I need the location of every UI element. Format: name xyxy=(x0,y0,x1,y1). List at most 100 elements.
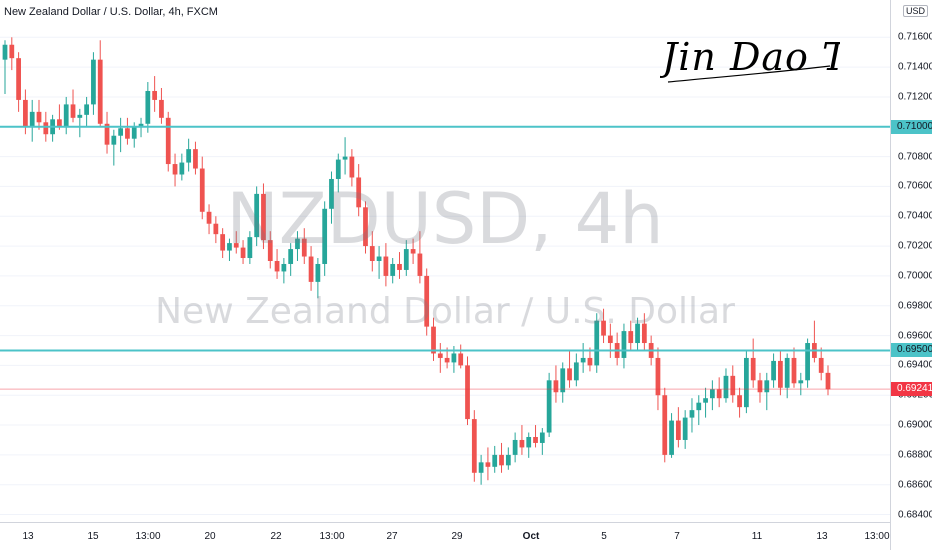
candle-body xyxy=(281,263,287,272)
candle xyxy=(675,407,681,448)
candle-body xyxy=(716,389,722,399)
candle xyxy=(512,432,518,463)
candle xyxy=(689,398,695,433)
candle-body xyxy=(743,357,749,408)
candle xyxy=(220,228,226,259)
candle-body xyxy=(342,156,348,160)
candle-body xyxy=(186,149,192,163)
signature-logo: Jin Dao Tai xyxy=(655,22,881,102)
candle xyxy=(778,350,783,396)
candle-body xyxy=(390,263,396,276)
candle xyxy=(84,96,90,127)
candle xyxy=(70,89,76,123)
candle-body xyxy=(329,178,334,209)
candle xyxy=(2,40,8,94)
candle xyxy=(104,111,110,154)
candle-body xyxy=(587,357,593,366)
price-tick-label: 0.70000 xyxy=(898,270,932,282)
candle-body xyxy=(172,164,178,175)
candle-body xyxy=(458,353,464,366)
candle xyxy=(818,347,824,381)
price-axis[interactable]: 0.71600 0.71400 0.71200 0.71000 0.70800 0.706… xyxy=(890,0,932,550)
candle-body xyxy=(213,223,219,235)
candle-body xyxy=(16,58,21,100)
candle xyxy=(798,372,804,396)
candle-body xyxy=(539,432,545,443)
candle-body xyxy=(444,357,450,363)
candle-body xyxy=(70,104,76,118)
candle xyxy=(669,413,674,458)
candle-body xyxy=(805,343,810,381)
candle-body xyxy=(778,360,783,388)
candle-body xyxy=(750,357,756,381)
candle-body xyxy=(247,237,253,259)
time-tick-label: 13:00 xyxy=(135,531,161,542)
candle-body xyxy=(104,123,110,145)
time-axis[interactable]: 13 15 13:00 20 22 13:00 27 29 Oct 5 7 11 13 13:00 xyxy=(0,522,890,551)
candle-body xyxy=(9,44,15,59)
candle-body xyxy=(227,243,232,251)
candle xyxy=(369,231,375,272)
candle xyxy=(764,372,770,411)
candle xyxy=(560,362,566,403)
candle-body xyxy=(308,256,314,282)
price-tick-label: 0.70400 xyxy=(898,210,932,222)
time-tick-label: 29 xyxy=(451,531,463,542)
candle-body xyxy=(437,353,443,358)
candle-body xyxy=(709,389,715,399)
candle xyxy=(193,141,198,175)
candle xyxy=(771,353,776,388)
candle xyxy=(288,243,294,276)
level-price-badge: 0.71000 xyxy=(891,119,932,134)
candle xyxy=(261,183,266,250)
candle xyxy=(342,137,348,175)
candle xyxy=(410,238,416,264)
candle-body xyxy=(152,90,158,100)
candle-body xyxy=(356,177,362,208)
current-price-badge: 0.69241 xyxy=(891,382,932,397)
candle-body xyxy=(288,249,294,264)
candle xyxy=(567,350,572,388)
candle xyxy=(526,432,532,458)
candle xyxy=(9,37,15,71)
candle xyxy=(213,216,219,244)
candle xyxy=(723,368,729,403)
candle-body xyxy=(573,362,579,381)
candle xyxy=(614,332,620,366)
currency-label[interactable]: USD xyxy=(903,5,929,17)
candle xyxy=(641,313,647,351)
candle xyxy=(308,246,314,291)
candle xyxy=(580,343,586,373)
candle-body xyxy=(424,275,430,327)
candle-body xyxy=(451,353,457,363)
candle-body xyxy=(553,380,559,393)
candle-body xyxy=(57,119,62,127)
candle xyxy=(125,117,130,145)
price-tick-label: 0.71200 xyxy=(898,91,932,103)
candle-body xyxy=(138,123,144,127)
candle-body xyxy=(363,207,368,247)
price-tick-label: 0.68800 xyxy=(898,449,932,461)
candle xyxy=(281,258,287,284)
candle xyxy=(91,52,96,115)
candle-body xyxy=(675,420,681,440)
candle xyxy=(172,153,178,187)
candle xyxy=(322,201,328,276)
time-tick-label: 13 xyxy=(22,531,34,542)
time-tick-label: 5 xyxy=(601,531,607,542)
candle xyxy=(16,52,21,112)
candle xyxy=(274,249,280,279)
candle-body xyxy=(784,357,790,388)
time-tick-label: 13:00 xyxy=(864,531,890,542)
candle-body xyxy=(125,128,130,139)
candle-body xyxy=(635,323,640,344)
candle-body xyxy=(601,320,606,336)
price-tick-label: 0.68600 xyxy=(898,479,932,491)
plot-area[interactable]: NZDUSD, 4h New Zealand Dollar / U.S. Dol… xyxy=(0,0,890,522)
candle xyxy=(730,365,736,403)
candle xyxy=(662,387,668,463)
candle-body xyxy=(145,90,151,124)
candle-body xyxy=(818,357,824,373)
candle-body xyxy=(669,420,674,455)
